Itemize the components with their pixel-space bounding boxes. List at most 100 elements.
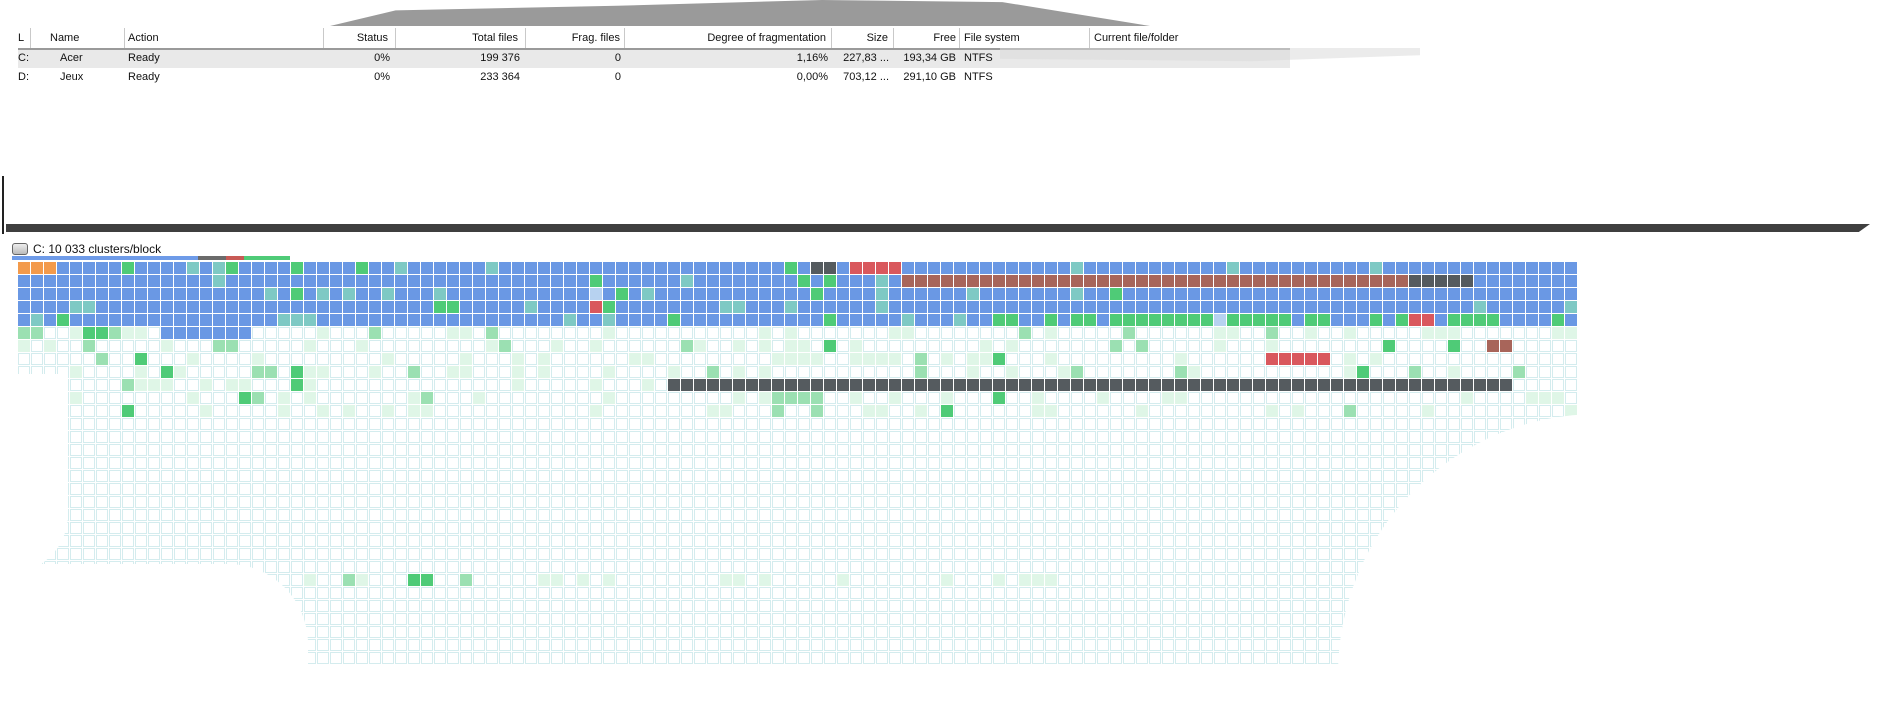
cluster-block[interactable] <box>148 444 160 456</box>
cluster-block[interactable] <box>1136 522 1148 534</box>
cluster-block[interactable] <box>1032 639 1044 651</box>
cluster-block[interactable] <box>1084 314 1096 326</box>
cluster-block[interactable] <box>356 613 368 625</box>
cluster-block[interactable] <box>1149 626 1161 638</box>
cluster-block[interactable] <box>1409 262 1421 274</box>
cluster-block[interactable] <box>629 418 641 430</box>
cluster-block[interactable] <box>577 496 589 508</box>
cluster-block[interactable] <box>694 301 706 313</box>
cluster-block[interactable] <box>525 574 537 586</box>
cluster-block[interactable] <box>577 431 589 443</box>
cluster-block[interactable] <box>1188 483 1200 495</box>
cluster-block[interactable] <box>1175 652 1187 664</box>
cluster-block[interactable] <box>1123 275 1135 287</box>
cluster-block[interactable] <box>850 626 862 638</box>
cluster-block[interactable] <box>122 288 134 300</box>
cluster-block[interactable] <box>525 522 537 534</box>
cluster-block[interactable] <box>785 457 797 469</box>
cluster-block[interactable] <box>512 392 524 404</box>
cluster-block[interactable] <box>590 574 602 586</box>
cluster-block[interactable] <box>1292 431 1304 443</box>
cluster-block[interactable] <box>1240 613 1252 625</box>
cluster-block[interactable] <box>447 652 459 664</box>
cluster-block[interactable] <box>785 587 797 599</box>
cluster-block[interactable] <box>1448 405 1460 417</box>
cluster-block[interactable] <box>434 275 446 287</box>
cluster-block[interactable] <box>408 327 420 339</box>
cluster-block[interactable] <box>1071 561 1083 573</box>
cluster-block[interactable] <box>993 288 1005 300</box>
cluster-block[interactable] <box>928 496 940 508</box>
cluster-block[interactable] <box>1448 418 1460 430</box>
cluster-block[interactable] <box>1279 379 1291 391</box>
cluster-block[interactable] <box>941 275 953 287</box>
cluster-block[interactable] <box>135 548 147 560</box>
cluster-block[interactable] <box>1032 587 1044 599</box>
cluster-block[interactable] <box>317 522 329 534</box>
cluster-block[interactable] <box>980 314 992 326</box>
cluster-block[interactable] <box>434 405 446 417</box>
cluster-block[interactable] <box>1565 314 1577 326</box>
cluster-block[interactable] <box>928 457 940 469</box>
cluster-block[interactable] <box>382 509 394 521</box>
cluster-block[interactable] <box>1279 288 1291 300</box>
cluster-block[interactable] <box>174 392 186 404</box>
cluster-block[interactable] <box>122 431 134 443</box>
cluster-block[interactable] <box>629 457 641 469</box>
cluster-block[interactable] <box>278 574 290 586</box>
cluster-block[interactable] <box>421 470 433 482</box>
cluster-block[interactable] <box>642 418 654 430</box>
cluster-block[interactable] <box>590 379 602 391</box>
cluster-block[interactable] <box>629 366 641 378</box>
cluster-block[interactable] <box>187 535 199 547</box>
cluster-block[interactable] <box>1305 275 1317 287</box>
cluster-block[interactable] <box>902 522 914 534</box>
cluster-block[interactable] <box>863 626 875 638</box>
cluster-block[interactable] <box>1227 392 1239 404</box>
cluster-block[interactable] <box>889 405 901 417</box>
cluster-block[interactable] <box>1396 470 1408 482</box>
cluster-block[interactable] <box>642 379 654 391</box>
cluster-block[interactable] <box>1435 418 1447 430</box>
cluster-block[interactable] <box>343 600 355 612</box>
cluster-block[interactable] <box>759 600 771 612</box>
cluster-block[interactable] <box>512 470 524 482</box>
cluster-block[interactable] <box>941 587 953 599</box>
cluster-block[interactable] <box>1019 574 1031 586</box>
cluster-block[interactable] <box>421 262 433 274</box>
cluster-block[interactable] <box>837 639 849 651</box>
cluster-block[interactable] <box>1552 262 1564 274</box>
cluster-block[interactable] <box>1409 340 1421 352</box>
cluster-block[interactable] <box>837 431 849 443</box>
cluster-block[interactable] <box>122 509 134 521</box>
cluster-block[interactable] <box>759 535 771 547</box>
cluster-block[interactable] <box>876 626 888 638</box>
cluster-block[interactable] <box>642 405 654 417</box>
cluster-block[interactable] <box>1149 561 1161 573</box>
cluster-block[interactable] <box>1097 587 1109 599</box>
cluster-block[interactable] <box>83 509 95 521</box>
cluster-block[interactable] <box>1344 314 1356 326</box>
cluster-block[interactable] <box>590 288 602 300</box>
cluster-block[interactable] <box>460 470 472 482</box>
cluster-block[interactable] <box>655 392 667 404</box>
cluster-block[interactable] <box>746 626 758 638</box>
cluster-block[interactable] <box>460 431 472 443</box>
cluster-block[interactable] <box>564 418 576 430</box>
cluster-block[interactable] <box>1435 353 1447 365</box>
cluster-block[interactable] <box>1149 483 1161 495</box>
cluster-block[interactable] <box>291 522 303 534</box>
cluster-block[interactable] <box>1240 301 1252 313</box>
cluster-block[interactable] <box>1019 340 1031 352</box>
cluster-block[interactable] <box>486 379 498 391</box>
col-free-header[interactable]: Free <box>933 32 956 44</box>
cluster-block[interactable] <box>1474 314 1486 326</box>
cluster-block[interactable] <box>759 457 771 469</box>
cluster-block[interactable] <box>1136 314 1148 326</box>
cluster-block[interactable] <box>1201 405 1213 417</box>
cluster-block[interactable] <box>1149 600 1161 612</box>
cluster-block[interactable] <box>330 561 342 573</box>
cluster-block[interactable] <box>1305 262 1317 274</box>
cluster-block[interactable] <box>239 535 251 547</box>
cluster-block[interactable] <box>967 535 979 547</box>
